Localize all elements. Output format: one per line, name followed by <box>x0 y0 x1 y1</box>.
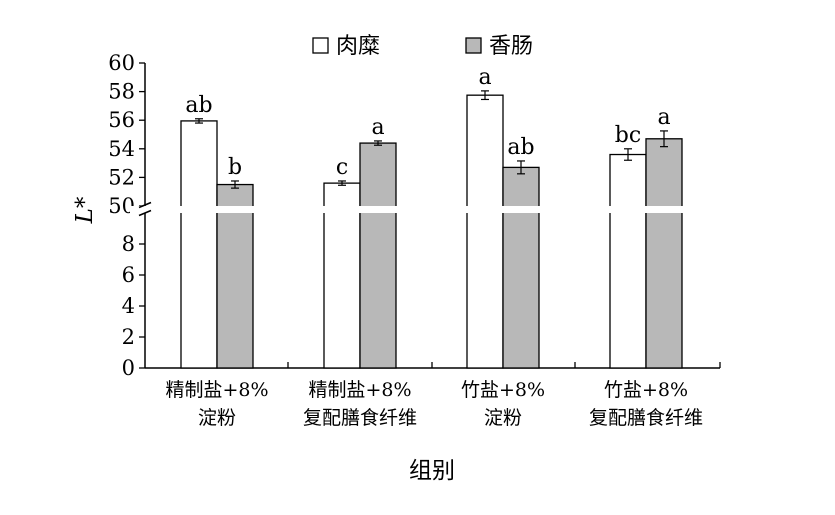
category-label-4-line-1: 竹盐+8% <box>604 379 688 401</box>
y-tick-label-lower-4: 8 <box>122 232 135 256</box>
category-label-4-line-2: 复配膳食纤维 <box>589 407 703 429</box>
bar-mince-4 <box>609 153 647 369</box>
y-tick-label-upper-2: 54 <box>108 137 135 161</box>
significance-label-sausage-2: a <box>371 115 384 140</box>
bars <box>180 90 683 369</box>
axis-break-slash-lower <box>138 209 152 217</box>
bar-sausage-1 <box>216 183 254 369</box>
y-tick-label-lower-3: 6 <box>122 263 135 287</box>
error-bar-sausage-3 <box>517 160 525 175</box>
significance-label-sausage-4: a <box>657 105 670 130</box>
legend-label-mince: 肉糜 <box>336 34 380 59</box>
bar-sausage-2 <box>359 142 397 369</box>
category-label-1-line-2: 淀粉 <box>198 407 236 429</box>
y-tick-label-upper-1: 52 <box>108 165 135 189</box>
y-tick-label-lower-0: 0 <box>122 356 135 380</box>
significance-label-mince-3: a <box>478 65 491 90</box>
axis-break-gap <box>130 206 730 213</box>
error-bar-mince-2 <box>338 180 346 186</box>
bar-mince-1 <box>180 120 218 369</box>
legend-swatch-mince <box>312 37 329 54</box>
y-tick-label-upper-4: 58 <box>108 80 135 104</box>
significance-label-mince-1: ab <box>185 93 212 118</box>
category-label-1-line-1: 精制盐+8% <box>165 379 268 401</box>
legend-swatch-sausage <box>465 37 482 54</box>
y-tick-label-lower-2: 4 <box>122 294 135 318</box>
x-ticks <box>287 362 721 368</box>
error-bar-mince-4 <box>624 148 632 161</box>
y-tick-label-lower-1: 2 <box>122 325 135 349</box>
category-label-2-line-1: 精制盐+8% <box>308 379 411 401</box>
bar-mince-2 <box>323 182 361 369</box>
bar-mince-3 <box>466 94 504 369</box>
axis-break-slash-upper <box>138 201 152 209</box>
significance-label-sausage-1: b <box>228 155 242 180</box>
x-axis-title: 组别 <box>409 458 455 484</box>
axis-break-marker <box>130 201 730 217</box>
error-bar-sausage-2 <box>374 140 382 146</box>
error-bar-sausage-4 <box>660 130 668 148</box>
category-label-2-line-2: 复配膳食纤维 <box>303 407 417 429</box>
category-label-3-line-2: 淀粉 <box>484 407 522 429</box>
y-tick-label-upper-3: 56 <box>108 108 135 132</box>
y-tick-label-upper-5: 60 <box>108 51 135 75</box>
y-axis-title: L* <box>72 196 98 224</box>
significance-label-mince-2: c <box>336 155 348 180</box>
bar-sausage-3 <box>502 166 540 369</box>
significance-label-sausage-3: ab <box>507 135 534 160</box>
legend-label-sausage: 香肠 <box>489 34 533 59</box>
error-bar-mince-3 <box>481 90 489 101</box>
category-label-3-line-1: 竹盐+8% <box>461 379 545 401</box>
significance-label-mince-4: bc <box>615 123 641 148</box>
error-bar-sausage-1 <box>231 180 239 189</box>
legend: 肉糜 香肠 <box>312 34 533 59</box>
bar-sausage-4 <box>645 138 683 369</box>
error-bar-mince-1 <box>195 118 203 124</box>
